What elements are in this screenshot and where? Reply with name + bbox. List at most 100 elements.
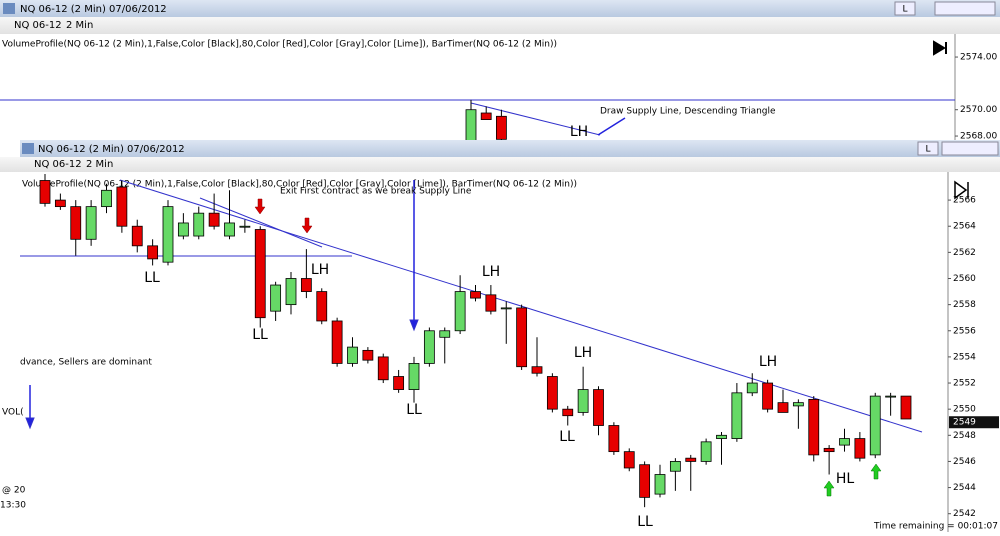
candle-body xyxy=(869,395,881,456)
annotation: VOL( xyxy=(2,408,24,418)
candles xyxy=(39,173,912,508)
title-bar xyxy=(20,140,1000,157)
arrow-head xyxy=(25,417,35,430)
button[interactable] xyxy=(894,1,916,16)
candle-body xyxy=(224,222,235,237)
y-tick-label: 2574.00 xyxy=(960,53,997,63)
window-controls[interactable] xyxy=(941,141,999,156)
candle-body xyxy=(193,212,205,237)
candle-body xyxy=(439,330,451,338)
y-tick-label: 2570.00 xyxy=(960,105,997,115)
candle-body xyxy=(70,206,82,240)
y-tick-label: 2564 xyxy=(953,222,976,232)
button-label[interactable]: L xyxy=(925,145,930,155)
y-tick-label: 2560 xyxy=(953,274,976,284)
indicator-text: VolumeProfile(NQ 06-12 (2 Min),1,False,C… xyxy=(22,180,577,190)
candle-body xyxy=(823,447,835,453)
price-marker xyxy=(949,416,999,429)
candle-body xyxy=(162,206,174,263)
candle-body xyxy=(685,457,697,462)
instrument[interactable]: NQ 06-12 xyxy=(34,159,82,170)
title-bar xyxy=(0,0,1000,17)
candle-body xyxy=(885,395,897,398)
candle-body xyxy=(465,109,477,140)
time-remaining: Time remaining = 00:01:07 xyxy=(873,522,998,532)
candle-body xyxy=(454,291,466,332)
candle-body xyxy=(700,441,712,462)
candle-body xyxy=(208,212,220,227)
candles xyxy=(465,99,507,140)
candle-body xyxy=(516,307,528,368)
buy-arrow xyxy=(823,463,882,497)
candle-body xyxy=(393,376,405,390)
y-tick-label: 2544 xyxy=(953,483,976,493)
candle-body xyxy=(362,349,374,361)
candle-body xyxy=(500,307,512,310)
toolbar xyxy=(0,17,1000,34)
bar-timer-icon xyxy=(954,180,969,200)
candle-body xyxy=(131,225,143,247)
button-label[interactable]: L xyxy=(902,5,907,15)
candle-body xyxy=(792,402,804,407)
y-tick-label: 2552 xyxy=(953,379,976,389)
candle-body xyxy=(39,180,51,204)
y-tick-label: 2556 xyxy=(953,326,976,336)
annotation: 13:30 xyxy=(0,501,26,511)
annotation: LH xyxy=(311,262,329,278)
y-tick-label: 2554 xyxy=(953,352,976,362)
candle-body xyxy=(347,346,358,364)
annotation: LL xyxy=(637,514,653,530)
candle-body xyxy=(854,438,866,459)
candle-body xyxy=(331,320,343,364)
candle-body xyxy=(716,434,727,439)
y-tick-label: 2566 xyxy=(953,196,976,206)
interval[interactable]: 2 Min xyxy=(66,20,93,31)
y-tick-label: 2558 xyxy=(953,300,976,310)
instrument[interactable]: NQ 06-12 xyxy=(14,20,62,31)
drawings xyxy=(20,179,923,433)
candle-body xyxy=(608,425,620,453)
interval[interactable]: 2 Min xyxy=(86,159,113,170)
annotation: LH xyxy=(759,354,777,370)
candle-body xyxy=(546,376,558,410)
indicator-text: VolumeProfile(NQ 06-12 (2 Min),1,False,C… xyxy=(2,40,557,50)
window-title: NQ 06-12 (2 Min) 07/06/2012 xyxy=(20,4,167,15)
annotation: LH xyxy=(482,264,500,280)
candle-body xyxy=(254,229,266,319)
candle-body xyxy=(531,366,543,374)
annotation: Exit First contract as we break Supply L… xyxy=(280,187,472,197)
button[interactable] xyxy=(917,141,939,156)
candle-body xyxy=(116,186,128,227)
candle-body xyxy=(54,199,66,208)
candle-body xyxy=(239,225,251,228)
candle-body xyxy=(408,363,420,390)
window-controls[interactable] xyxy=(934,1,996,16)
annotation: HL xyxy=(836,471,855,487)
candle-body xyxy=(669,461,681,472)
candle-body xyxy=(731,392,743,439)
annotation: LL xyxy=(252,327,268,343)
candle-body xyxy=(300,278,312,292)
y-tick-label: 2562 xyxy=(953,248,976,258)
trend-line xyxy=(470,102,601,136)
window-title: NQ 06-12 (2 Min) 07/06/2012 xyxy=(38,144,185,155)
annotation: LL xyxy=(144,270,160,286)
candle-body xyxy=(480,112,492,120)
sell-arrow xyxy=(254,198,313,234)
bar-timer-icon xyxy=(933,40,947,56)
candle-body xyxy=(270,284,282,312)
candle-body xyxy=(377,356,389,381)
y-tick-label: 2542 xyxy=(953,509,976,519)
annotation: LL xyxy=(559,429,575,445)
window-icon xyxy=(22,143,34,154)
candle-body xyxy=(101,189,112,208)
candle-body xyxy=(746,382,758,394)
candle-body xyxy=(639,464,651,498)
candle-body xyxy=(593,389,604,426)
y-tick-label: 2550 xyxy=(953,405,976,415)
arrow-head xyxy=(409,319,419,332)
toolbar xyxy=(0,157,1000,172)
annotation: Draw Supply Line, Descending Triangle xyxy=(600,107,776,117)
arrow xyxy=(597,117,626,136)
